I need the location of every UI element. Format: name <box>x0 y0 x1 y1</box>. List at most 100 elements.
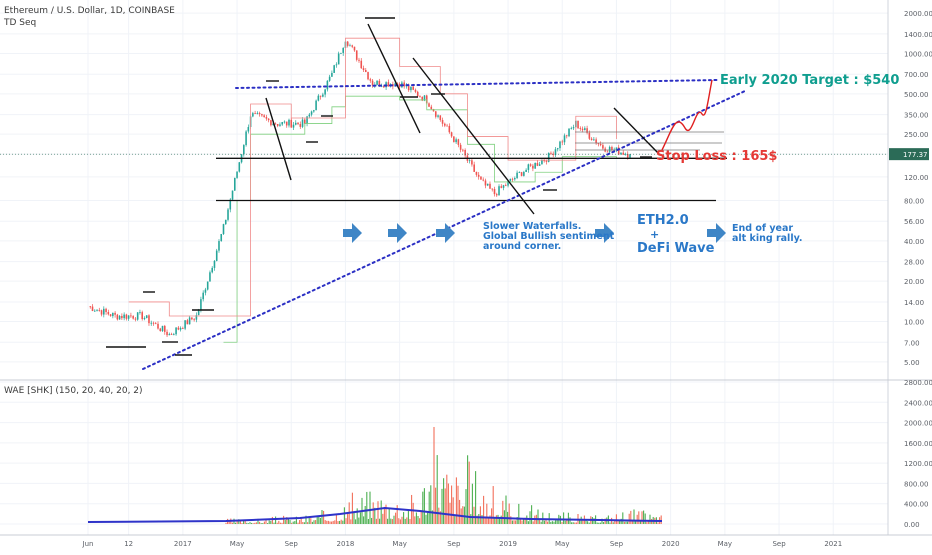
price-candle <box>626 153 629 158</box>
price-candle <box>134 318 137 320</box>
price-candle <box>315 100 317 111</box>
price-candle <box>378 80 381 87</box>
price-candle <box>527 164 530 170</box>
price-candle <box>504 185 507 187</box>
price-candle <box>615 147 618 150</box>
price-panel[interactable] <box>89 37 631 343</box>
price-candle <box>337 53 340 65</box>
falling-trend-line <box>412 57 535 215</box>
price-candle <box>105 308 107 313</box>
price-candle <box>489 183 491 189</box>
price-candle <box>197 309 200 316</box>
price-candle <box>495 194 498 196</box>
price-candle <box>297 122 299 125</box>
price-candle <box>96 309 98 311</box>
price-candle <box>304 119 306 124</box>
price-candle <box>403 82 405 87</box>
right-arrow-icon <box>595 223 614 243</box>
time-tick-label: 12 <box>124 540 133 548</box>
price-candle <box>261 114 263 116</box>
price-candle <box>322 94 324 97</box>
price-candle <box>281 122 284 125</box>
price-candle <box>175 327 177 335</box>
price-candle <box>130 315 132 317</box>
price-candle <box>421 96 424 101</box>
price-candle <box>118 315 121 320</box>
price-candle <box>89 306 92 308</box>
price-candle <box>480 176 482 180</box>
price-candle <box>132 316 134 319</box>
price-candle <box>285 121 288 126</box>
price-candle <box>265 117 268 119</box>
price-candle <box>568 128 570 137</box>
price-candle <box>150 322 153 324</box>
wae-panel[interactable] <box>87 426 663 524</box>
price-candle <box>563 135 566 143</box>
price-candle <box>362 68 365 71</box>
price-candle <box>220 233 223 242</box>
price-candle <box>439 115 442 120</box>
price-candle <box>396 83 399 85</box>
price-candle <box>195 315 198 320</box>
price-candle <box>371 80 374 86</box>
price-candle <box>464 150 466 156</box>
price-candle <box>294 122 297 125</box>
price-tick-label: 10.00 <box>904 319 924 327</box>
falling-trend-line <box>265 97 292 181</box>
price-candle <box>523 171 525 176</box>
price-candle <box>629 154 631 158</box>
time-tick-label: 2020 <box>662 540 680 548</box>
price-candle <box>123 314 125 319</box>
price-candle <box>168 334 171 336</box>
price-candle <box>552 153 555 155</box>
price-candle <box>202 292 204 300</box>
time-tick-label: Jun <box>82 540 94 548</box>
price-candle <box>349 45 351 47</box>
price-candle <box>141 312 143 320</box>
tdseq-support-line <box>223 95 617 343</box>
price-tick-label: 7.00 <box>904 339 920 347</box>
price-candle <box>274 123 277 125</box>
price-candle <box>414 89 417 92</box>
price-candle <box>107 312 110 315</box>
price-candle <box>468 160 471 162</box>
price-candle <box>462 149 464 151</box>
price-candle <box>224 219 227 225</box>
price-candle <box>410 86 412 91</box>
price-candle <box>346 41 349 46</box>
wae-tick-label: 2000.00 <box>904 420 932 428</box>
price-candle <box>507 180 509 186</box>
price-candle <box>482 179 485 181</box>
price-candle <box>317 95 320 101</box>
price-candle <box>459 144 462 150</box>
price-tick-label: 500.00 <box>904 91 929 99</box>
price-candle <box>218 241 220 251</box>
price-candle <box>276 123 279 126</box>
target-annotation: Early 2020 Target : $540 <box>720 73 899 88</box>
price-candle <box>383 85 385 88</box>
price-candle <box>127 315 130 319</box>
price-candle <box>453 136 455 143</box>
price-candle <box>335 64 338 66</box>
price-candle <box>116 314 119 320</box>
price-candle <box>387 82 390 87</box>
price-candle <box>186 320 189 325</box>
price-candle <box>565 135 568 137</box>
price-candle <box>572 127 575 129</box>
time-tick-label: Sep <box>610 540 624 548</box>
price-candle <box>595 139 597 144</box>
price-candle <box>114 312 116 315</box>
price-candle <box>518 172 521 174</box>
price-candle <box>179 328 182 330</box>
wae-tick-label: 1600.00 <box>904 440 932 448</box>
price-candle <box>498 186 500 196</box>
price-candle <box>173 334 175 336</box>
price-candle <box>620 152 622 155</box>
price-candle <box>593 139 595 141</box>
price-candle <box>184 320 186 329</box>
price-candle <box>272 123 274 126</box>
price-candle <box>191 317 193 320</box>
price-candle <box>188 317 191 325</box>
